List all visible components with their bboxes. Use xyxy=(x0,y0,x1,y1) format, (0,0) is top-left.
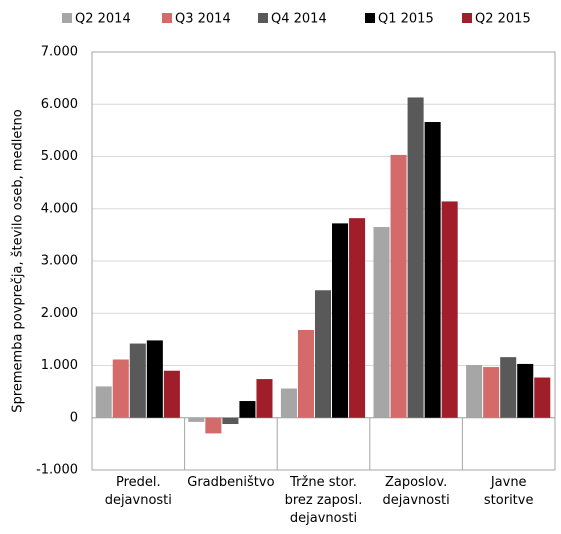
bar xyxy=(534,377,551,418)
y-tick-label: 0 xyxy=(70,410,78,425)
y-axis-label: Sprememba povprečja, število oseb, medle… xyxy=(11,109,26,412)
y-tick-label: 4.000 xyxy=(41,201,78,216)
legend-swatch xyxy=(62,13,72,23)
bar xyxy=(222,417,239,425)
x-tick-label: Gradbeništvo xyxy=(187,475,274,490)
bar xyxy=(205,417,222,434)
bar xyxy=(441,201,458,418)
bar xyxy=(407,97,424,418)
bar xyxy=(466,364,483,418)
legend-label: Q1 2015 xyxy=(378,12,434,27)
y-tick-label: 7.000 xyxy=(41,45,78,60)
legend-swatch xyxy=(462,13,472,23)
plot-frame xyxy=(91,51,556,471)
bar xyxy=(500,357,517,418)
legend-swatch xyxy=(162,13,172,23)
bar xyxy=(332,223,349,418)
x-tick-label: Tržne stor. brez zaposl. dejavnosti xyxy=(285,475,363,526)
y-tick-label: 1.000 xyxy=(41,358,78,373)
bar xyxy=(188,417,205,422)
x-tick-label: Predel. dejavnosti xyxy=(105,475,172,508)
bar xyxy=(112,359,129,418)
bar xyxy=(239,401,256,418)
bar xyxy=(129,343,146,418)
bar xyxy=(314,290,332,418)
bar xyxy=(297,329,314,418)
bar xyxy=(163,370,180,418)
bar xyxy=(146,340,163,418)
bar xyxy=(483,367,500,418)
bar xyxy=(95,386,112,418)
bar xyxy=(424,122,441,418)
y-tick-label: -1.000 xyxy=(36,463,78,478)
legend-label: Q3 2014 xyxy=(175,12,231,27)
bar xyxy=(373,227,390,418)
legend-label: Q4 2014 xyxy=(271,12,327,27)
x-tick-label: Zaposlov. dejavnosti xyxy=(382,475,449,508)
y-tick-label: 3.000 xyxy=(41,254,78,269)
y-tick-label: 5.000 xyxy=(41,149,78,164)
legend-swatch xyxy=(258,13,268,23)
legend-swatch xyxy=(365,13,375,23)
bar xyxy=(349,218,366,418)
bar xyxy=(256,379,273,418)
x-tick-label: Javne storitve xyxy=(484,475,534,508)
legend-label: Q2 2015 xyxy=(475,12,531,27)
y-tick-label: 6.000 xyxy=(41,97,78,112)
legend-label: Q2 2014 xyxy=(75,12,131,27)
y-tick-label: 2.000 xyxy=(41,306,78,321)
bar xyxy=(280,388,297,418)
bar xyxy=(517,363,534,418)
bar xyxy=(390,154,407,418)
